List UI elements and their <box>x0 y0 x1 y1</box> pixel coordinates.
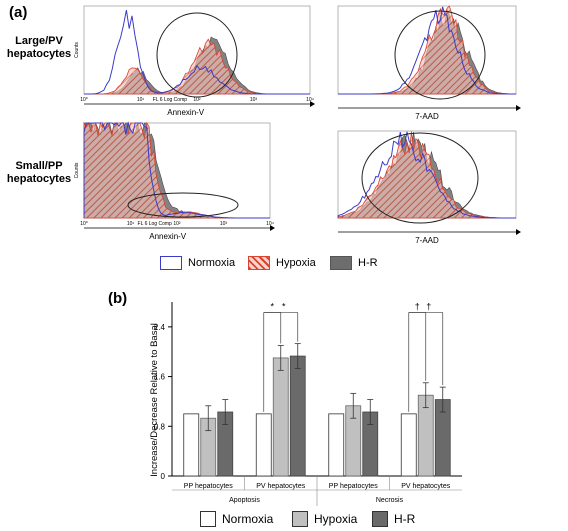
legend-label: Normoxia <box>222 512 274 526</box>
fl-axis-label: FL 6 Log Comp <box>138 221 172 227</box>
y-tick-label: 1.6 <box>154 373 166 382</box>
log-tick-label: 10² <box>193 97 201 103</box>
axis-arrow-head <box>516 229 521 235</box>
counts-label: Counts <box>74 162 80 178</box>
normoxia-histogram <box>83 121 270 219</box>
histogram-plot: 10⁰ 10¹ 10² 10³ 10⁴ FL 6 Log Comp Counts Annexi… <box>74 5 315 117</box>
significance-marker: † <box>415 301 420 311</box>
gate-circle <box>394 10 486 100</box>
aad-axis-label: 7-AAD <box>415 112 439 121</box>
legend-label: Hypoxia <box>276 257 316 269</box>
bar <box>272 357 289 477</box>
bar <box>289 355 306 477</box>
legend-label: H-R <box>358 257 378 269</box>
log-tick-label: 10⁴ <box>306 97 314 103</box>
log-tick-label: 10⁴ <box>266 221 274 227</box>
bar <box>328 413 345 477</box>
category-label: PV hepatocytes <box>401 483 451 490</box>
legend-b-normoxia: Normoxia <box>200 511 273 527</box>
legend-b-hr: H-R <box>372 511 415 527</box>
significance-marker: * <box>282 301 286 311</box>
gate-circle <box>361 132 479 224</box>
row-label-line1: Large/PV <box>15 35 63 47</box>
category-label: PP hepatocytes <box>329 483 378 490</box>
histogram-plot: 7-AAD <box>337 130 521 245</box>
group-label: Apoptosis <box>229 497 260 504</box>
legend-a-hr: H-R <box>330 256 378 270</box>
legend-b-hypoxia: Hypoxia <box>292 511 357 527</box>
log-tick-label: 10¹ <box>127 221 135 227</box>
gate-circle <box>127 192 239 218</box>
legend-swatch <box>330 256 352 270</box>
y-tick-label: 0 <box>161 472 166 481</box>
axis-arrow-head <box>516 105 521 111</box>
legend-label: Normoxia <box>188 257 236 269</box>
group-label: Necrosis <box>376 497 404 504</box>
counts-label: Counts <box>74 42 80 58</box>
annexin-axis-label: Annexin-V <box>167 108 205 117</box>
log-tick-label: 10² <box>173 221 181 227</box>
annexin-axis-label: Annexin-V <box>149 232 187 241</box>
normoxia-histogram <box>84 10 310 95</box>
aad-axis-label: 7-AAD <box>415 236 439 245</box>
log-tick-label: 10¹ <box>137 97 145 103</box>
legend-label: H-R <box>394 512 416 526</box>
normoxia-histogram <box>338 6 516 95</box>
bar <box>400 413 417 477</box>
log-tick-label: 10³ <box>220 221 228 227</box>
legend-swatch <box>372 511 388 527</box>
bar <box>255 413 272 477</box>
flow-cytometry-panel: 10⁰ 10¹ 10² 10³ 10⁴ FL 6 Log Comp Counts Annexi… <box>74 5 521 245</box>
fl-axis-label: FL 6 Log Comp <box>153 97 187 103</box>
legend-swatch <box>160 256 182 270</box>
histogram-plot: 10⁰ 10¹ 10² 10³ 10⁴ FL 6 Log Comp Counts Annexi… <box>74 121 275 241</box>
panel-b-label: (b) <box>108 290 128 307</box>
log-tick-label: 10⁰ <box>80 221 88 227</box>
axis-arrow-head <box>270 225 275 231</box>
y-tick-label: 2.4 <box>154 323 166 332</box>
significance-marker: * <box>270 301 274 311</box>
row-label-large-pv: Large/PV hepatocytes <box>4 35 74 61</box>
row-label-line1: Small/PP <box>15 160 63 172</box>
bar-chart: Increase/Decrease Relative to Basal 0 0.8… <box>149 301 462 506</box>
log-tick-label: 10³ <box>250 97 258 103</box>
category-label: PP hepatocytes <box>184 483 233 490</box>
histogram-plot: 7-AAD <box>337 5 521 121</box>
row-label-line2: hepatocytes <box>6 173 72 185</box>
panel-a-label: (a) <box>9 4 28 21</box>
bar <box>183 413 200 477</box>
legend-label: Hypoxia <box>314 512 358 526</box>
legend-a-hypoxia: Hypoxia <box>248 256 316 270</box>
legend-swatch <box>292 511 308 527</box>
category-label: PV hepatocytes <box>256 483 306 490</box>
legend-swatch <box>248 256 270 270</box>
legend-a-normoxia: Normoxia <box>160 256 235 270</box>
y-tick-label: 0.8 <box>154 422 166 431</box>
axis-arrow-head <box>310 101 315 107</box>
y-axis-label: Increase/Decrease Relative to Basal <box>149 323 160 477</box>
gate-circle <box>156 12 238 98</box>
row-label-small-pp: Small/PP hepatocytes <box>4 160 74 186</box>
log-tick-label: 10⁰ <box>80 97 88 103</box>
significance-marker: † <box>426 301 431 311</box>
legend-swatch <box>200 511 216 527</box>
row-label-line2: hepatocytes <box>6 48 72 60</box>
